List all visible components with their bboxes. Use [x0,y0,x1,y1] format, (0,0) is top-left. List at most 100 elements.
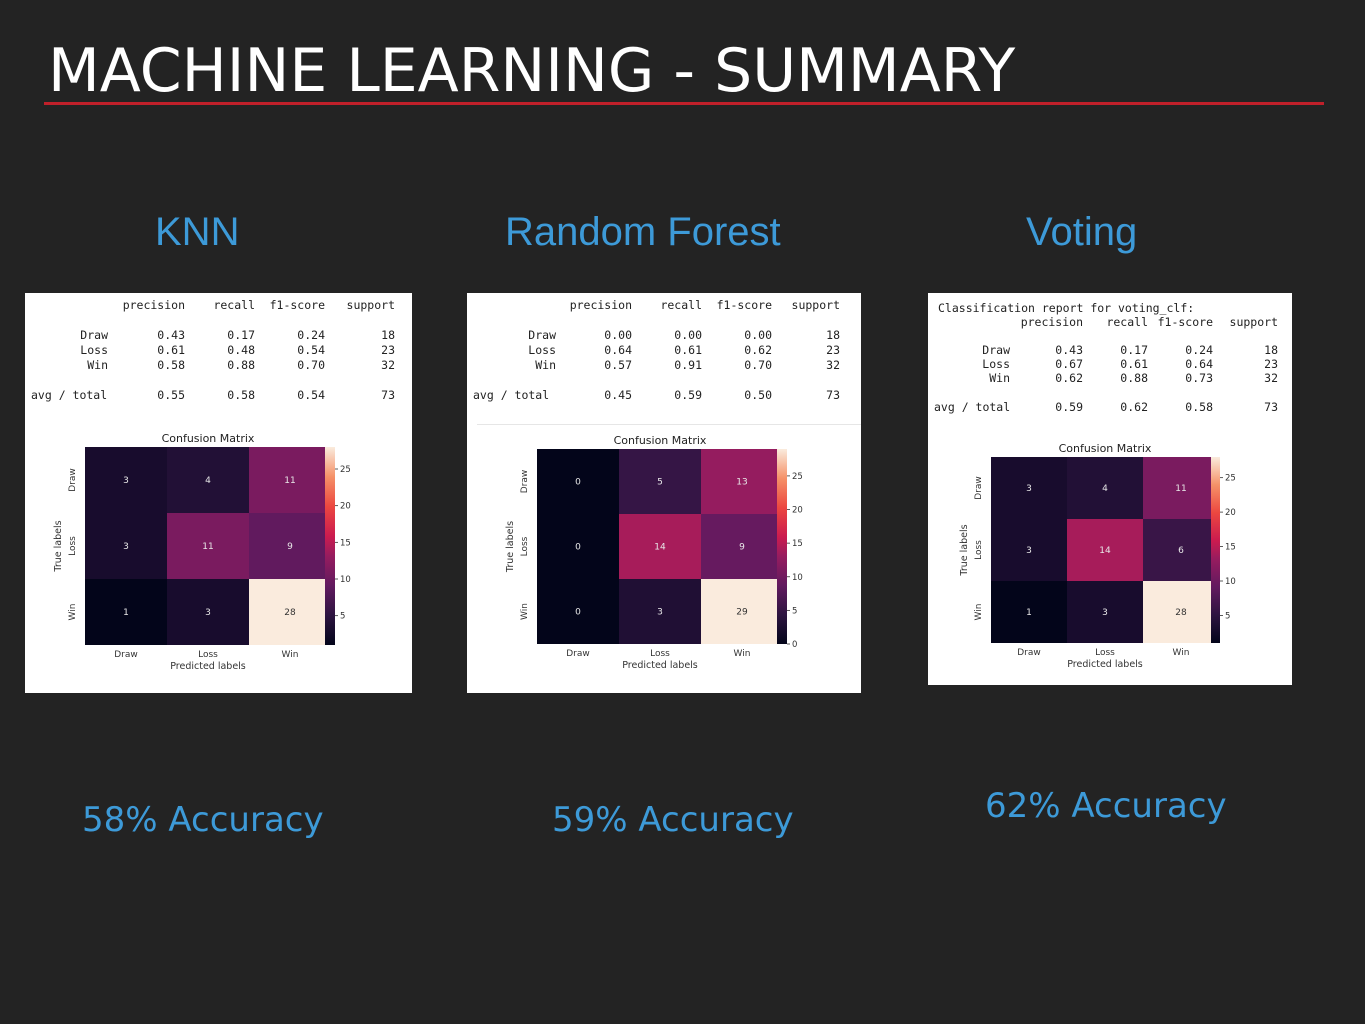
heatmap-cell-value: 14 [654,543,666,553]
report-heading: Classification report for voting_clf: [938,301,1195,315]
heatmap-cell-value: 9 [739,543,745,553]
x-tick-label: Win [282,650,299,660]
heatmap-cell-value: 0 [575,478,581,488]
heatmap-cell [619,449,701,514]
report-cell: 32 [826,358,840,372]
confusion-matrix-title: Confusion Matrix [162,432,255,445]
report-total-cell: 73 [826,388,840,402]
heatmap-cell [537,514,619,579]
y-axis-label: True labels [505,521,516,573]
report-cell: 0.43 [1055,343,1083,357]
heatmap-cell [85,579,167,645]
report-cell: 0.67 [1055,357,1083,371]
heatmap-cell [85,447,167,513]
report-total-cell: 0.58 [1185,400,1213,414]
x-axis-label: Predicted labels [1067,659,1143,670]
model-name-random-forest: Random Forest [505,210,781,254]
report-column-header: f1-score [716,298,772,312]
report-cell: 0.24 [1185,343,1213,357]
y-tick-label: Win [520,603,530,620]
heatmap-cell-value: 11 [1175,484,1186,494]
report-row-label: Draw [80,328,108,342]
report-cell: 23 [826,343,840,357]
report-cell: 0.17 [227,328,255,342]
heatmap-cell-value: 3 [1102,608,1108,618]
heatmap-cell [619,514,701,579]
random-forest-accuracy: 59% Accuracy [552,800,794,840]
heatmap-cell [619,579,701,644]
heatmap-cell [1067,519,1143,581]
report-row-label: Loss [80,343,108,357]
colorbar-tick-label: 25 [1225,474,1236,484]
colorbar-tick-label: 20 [792,506,803,516]
random-forest-panel: precision recall f1-score support Draw 0.00 0.… [467,293,861,693]
heatmap-cell-value: 6 [1178,546,1184,556]
report-total-cell: 73 [1264,400,1278,414]
heatmap-cell [85,513,167,579]
heatmap-cell [701,579,783,644]
voting-panel: Classification report for voting_clf: pre… [928,293,1292,685]
report-cell: 0.61 [674,343,702,357]
x-axis-label: Predicted labels [170,661,246,672]
heatmap-cell [991,519,1067,581]
colorbar-tick-label: 10 [340,575,351,585]
heatmap-cell-value: 28 [1175,608,1187,618]
report-cell: 0.17 [1120,343,1148,357]
x-tick-label: Draw [1017,648,1041,658]
report-total-label: avg / total [473,388,550,402]
y-tick-label: Loss [68,536,78,556]
report-total-cell: 0.59 [1055,400,1083,414]
colorbar-tick-label: 15 [1225,543,1236,553]
report-total-cell: 0.55 [157,388,185,402]
report-row-label: Loss [982,357,1010,371]
report-cell: 23 [1264,357,1278,371]
heatmap-cell [167,447,249,513]
heatmap-cell-value: 11 [284,476,295,486]
report-row-label: Win [535,358,556,372]
heatmap-cell [701,514,783,579]
y-tick-label: Loss [520,536,530,556]
y-tick-label: Draw [520,470,530,494]
report-cell: 0.61 [1120,357,1148,371]
report-cell: 0.62 [744,343,772,357]
report-cell: 0.64 [1185,357,1213,371]
confusion-matrix: Confusion Matrix 3 4 11 3 11 9 1 3 28 Draw Loss Win D… [53,432,351,672]
y-tick-label: Loss [974,540,984,560]
report-cell: 0.00 [744,328,772,342]
report-cell: 0.70 [297,358,325,372]
report-cell: 23 [381,343,395,357]
colorbar-tick-label: 10 [1225,577,1236,587]
heatmap-cell [1067,457,1143,519]
heatmap-cell [249,513,331,579]
colorbar-tick-label: 5 [1225,611,1230,621]
colorbar-tick-label: 5 [340,612,345,622]
report-cell: 0.00 [674,328,702,342]
report-cell: 0.48 [227,343,255,357]
y-axis-label: True labels [959,524,970,576]
heatmap-cell-value: 1 [1026,608,1032,618]
colorbar-tick-label: 15 [340,538,351,548]
y-tick-label: Draw [974,476,984,500]
x-axis-label: Predicted labels [622,660,698,671]
x-tick-label: Loss [1095,648,1115,658]
report-column-header: precision [1020,315,1083,329]
heatmap-cell [537,579,619,644]
report-column-header: recall [660,298,702,312]
y-tick-label: Win [974,604,984,621]
report-cell: 0.54 [297,343,325,357]
confusion-matrix: Confusion Matrix 3 4 11 3 14 6 1 3 28 Draw Loss Win D… [959,442,1236,670]
report-column-header: f1-score [1157,315,1213,329]
report-row-label: Loss [528,343,556,357]
report-cell: 0.58 [157,358,185,372]
report-cell: 18 [381,328,395,342]
report-cell: 18 [1264,343,1278,357]
colorbar-tick-label: 20 [1225,508,1236,518]
report-cell: 0.62 [1055,371,1083,385]
report-column-header: support [346,298,395,312]
colorbar-tick-label: 15 [792,539,803,549]
confusion-matrix-title: Confusion Matrix [1059,442,1152,455]
heatmap-cell [991,581,1067,643]
colorbar-tick-label: 10 [792,573,803,583]
heatmap-cell-value: 28 [284,608,296,618]
heatmap-cell-value: 13 [736,478,747,488]
